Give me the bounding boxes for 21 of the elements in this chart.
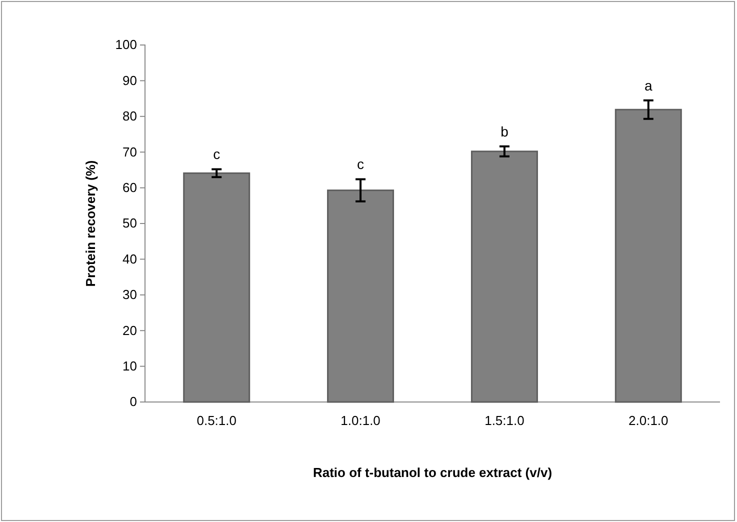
x-tick-label: 1.0:1.0 xyxy=(340,413,380,428)
y-tick-label: 60 xyxy=(122,180,137,195)
annotation: c xyxy=(357,156,364,172)
x-axis-title: Ratio of t-butanol to crude extract (v/v) xyxy=(312,465,552,480)
annotation: a xyxy=(644,77,652,94)
x-tick-label: 1.5:1.0 xyxy=(484,413,524,428)
y-tick-label: 100 xyxy=(115,37,137,52)
y-axis-title: Protein recovery (%) xyxy=(83,160,98,287)
y-tick-label: 20 xyxy=(122,322,137,338)
y-tick-label: 80 xyxy=(122,108,137,124)
y-tick-label: 70 xyxy=(122,144,137,160)
x-tick-label: 2.0:1.0 xyxy=(628,413,668,428)
y-tick-label: 0 xyxy=(130,394,137,410)
x-tick-label: 0.5:1.0 xyxy=(196,413,236,428)
annotation: b xyxy=(500,123,509,140)
y-tick-label: 10 xyxy=(122,358,137,374)
annotation: c xyxy=(213,146,220,162)
y-tick-label: 40 xyxy=(122,251,137,266)
y-tick-label: 50 xyxy=(122,216,137,231)
y-tick-label: 90 xyxy=(122,72,137,88)
y-tick-label: 30 xyxy=(122,287,137,302)
